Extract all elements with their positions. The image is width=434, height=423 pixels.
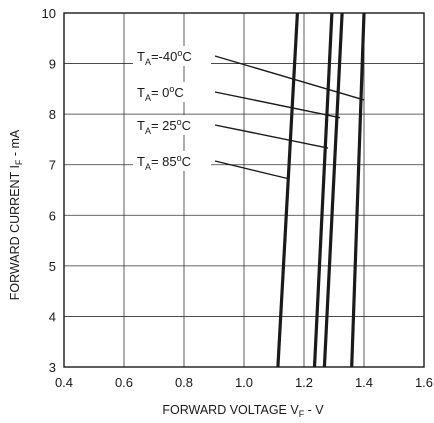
curve-label-leader <box>214 160 290 180</box>
x-tick-label: 0.6 <box>115 375 133 390</box>
x-tick-label: 0.8 <box>175 375 193 390</box>
series-line <box>322 12 344 368</box>
series-line <box>276 12 299 368</box>
y-tick-label: 3 <box>49 360 56 375</box>
curve-label-bg <box>133 115 211 135</box>
y-tick-label: 5 <box>49 259 56 274</box>
y-tick-label: 8 <box>49 107 56 122</box>
x-tick-label: 1.4 <box>355 375 373 390</box>
y-tick-label: 9 <box>49 57 56 72</box>
x-tick-label: 1.0 <box>235 375 253 390</box>
tick-labels: 0.4 0.6 0.8 1.0 1.2 1.4 1.6 3 4 5 6 7 8 9 10 <box>42 6 434 390</box>
curve-label-bg <box>133 46 211 66</box>
y-axis-title: FORWARD CURRENT IF - mA <box>8 129 24 300</box>
x-axis-title: FORWARD VOLTAGE VF - V <box>162 403 324 419</box>
curve-label-bg <box>133 82 211 102</box>
curve-label: TA= 0oC <box>137 84 184 103</box>
x-tick-label: 1.6 <box>415 375 433 390</box>
series-line <box>312 12 334 368</box>
grid <box>63 12 425 368</box>
plot-frame <box>63 12 425 368</box>
y-tick-label: 4 <box>49 309 56 324</box>
curve-label: TA= 85oC <box>137 153 191 172</box>
y-tick-label: 6 <box>49 208 56 223</box>
curve-label: TA= 25oC <box>137 117 191 136</box>
curve-labels: TA=-40oC TA= 0oC TA= 25oC TA= 85oC <box>133 46 365 180</box>
series-layer <box>276 12 366 368</box>
curve-label: TA=-40oC <box>137 48 192 67</box>
y-tick-label: 10 <box>42 6 56 21</box>
y-tick-label: 7 <box>49 158 56 173</box>
curve-label-leader <box>214 91 341 119</box>
x-tick-label: 1.2 <box>295 375 313 390</box>
curve-label-bg <box>133 151 211 171</box>
curve-label-leader <box>214 124 329 149</box>
x-tick-label: 0.4 <box>55 375 73 390</box>
series-line <box>350 12 366 368</box>
curve-label-leader <box>214 55 365 101</box>
